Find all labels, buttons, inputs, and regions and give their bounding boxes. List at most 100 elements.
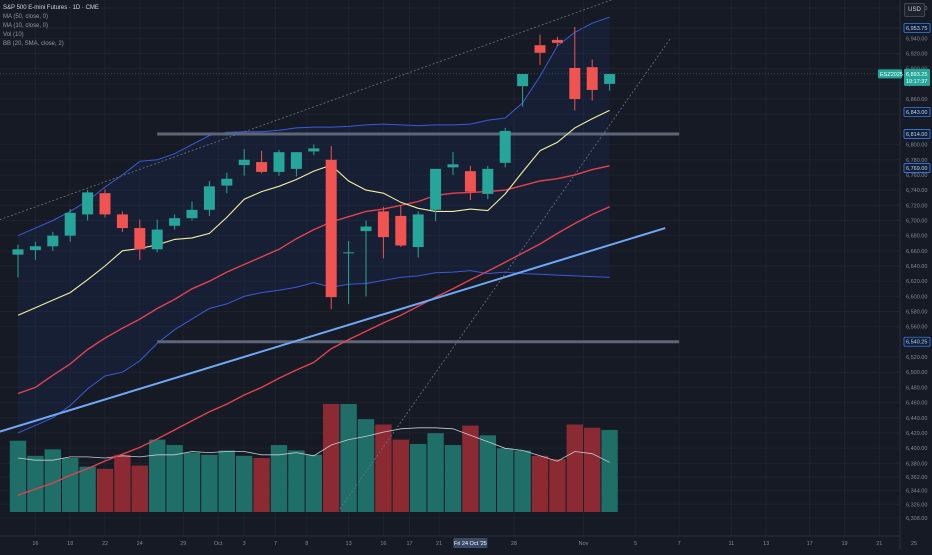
- x-tick-label: 11: [729, 541, 735, 547]
- y-tick-label: 6,680.00: [906, 234, 927, 240]
- price-level-box: [903, 163, 931, 173]
- y-tick-label: 6,940.00: [906, 36, 927, 42]
- candle-body: [186, 209, 198, 219]
- channel-upper-line: [0, 0, 613, 220]
- y-tick-label: 6,344.00: [906, 489, 927, 495]
- candle-body: [569, 67, 581, 100]
- ma10-line: [17, 109, 610, 316]
- ma50-line: [17, 165, 610, 395]
- legend-symbol[interactable]: S&P 500 E-mini Futures · 1D · CME: [3, 5, 99, 11]
- x-tick-label: 25: [911, 541, 917, 547]
- legend-volume[interactable]: Vol (10): [3, 32, 24, 38]
- volume-bar: [584, 427, 601, 512]
- candle-body: [377, 211, 389, 238]
- volume-bar: [183, 452, 201, 512]
- bollinger-upper: [17, 16, 610, 237]
- y-tick-label: 6,380.00: [906, 461, 927, 467]
- candle-body: [604, 74, 616, 84]
- y-tick-label: 6,640.00: [906, 264, 927, 270]
- volume-bar: [270, 445, 288, 512]
- x-tick-label: Nov: [579, 541, 589, 547]
- candle-body: [447, 164, 459, 168]
- volume-bar: [497, 448, 514, 512]
- price-level-label: 6,843.00: [906, 110, 927, 116]
- volume-bar: [427, 433, 444, 512]
- symbol-label: ESZ2025: [880, 72, 903, 78]
- y-tick-label: 6,620.00: [906, 279, 927, 285]
- currency-button[interactable]: USD: [904, 3, 925, 17]
- x-tick-label: 28: [511, 541, 517, 547]
- x-tick-label: 5: [634, 541, 637, 547]
- y-tick-label: 6,420.00: [906, 431, 927, 437]
- volume-bar: [531, 455, 549, 512]
- candle-body: [551, 39, 563, 43]
- x-tick-label: 16: [380, 541, 386, 547]
- x-tick-label: 13: [763, 541, 769, 547]
- volume-bar: [444, 445, 462, 512]
- candle-body: [534, 45, 546, 53]
- x-tick-label: Oct: [214, 541, 223, 547]
- volume-bar: [131, 465, 148, 512]
- y-tick-label: 6,480.00: [906, 385, 927, 391]
- volume-bar: [305, 454, 322, 512]
- legend-ma10[interactable]: MA (10, close, 0): [3, 23, 49, 29]
- y-tick-label: 6,362.00: [906, 475, 927, 481]
- y-tick-label: 6,740.00: [906, 188, 927, 194]
- trend-line: [0, 227, 666, 433]
- y-tick-label: 6,580.00: [906, 310, 927, 316]
- candle-body: [517, 74, 529, 87]
- volume-bar: [479, 435, 496, 512]
- candle-body: [256, 162, 268, 172]
- volume-bar: [44, 449, 61, 512]
- y-tick-label: 6,308.00: [906, 516, 927, 522]
- volume-bar: [549, 459, 566, 512]
- legend-ma50[interactable]: MA (50, close, 0): [3, 14, 49, 20]
- volume-bar: [62, 458, 79, 512]
- x-tick-label: 17: [406, 541, 412, 547]
- y-tick-label: 6,860.00: [906, 97, 927, 103]
- y-tick-label: 6,720.00: [906, 203, 927, 209]
- candle-body: [325, 159, 337, 298]
- volume-bar: [96, 468, 114, 512]
- candle-body: [360, 226, 372, 232]
- y-tick-label: 6,800.00: [906, 143, 927, 149]
- y-tick-label: 6,400.00: [906, 446, 927, 452]
- candle-body: [169, 218, 181, 226]
- candle-body: [203, 186, 215, 210]
- bollinger-fill: [18, 17, 610, 433]
- volume-bar: [27, 455, 44, 512]
- x-tick-label: 13: [346, 541, 352, 547]
- candle-body: [116, 214, 128, 229]
- candle-body: [64, 212, 76, 236]
- candle-body: [151, 229, 163, 250]
- y-tick-label: 6,700.00: [906, 218, 927, 224]
- price-level-box: [903, 107, 931, 117]
- price-level-box: [903, 129, 931, 139]
- y-tick-label: 6,440.00: [906, 416, 927, 422]
- x-tick-label: 7: [274, 541, 277, 547]
- crosshair-date-box: [453, 538, 488, 548]
- volume-bar: [392, 439, 409, 512]
- y-tick-label: 6,500.00: [906, 370, 927, 376]
- countdown-label: 10:17:37: [906, 79, 927, 85]
- candle-body: [47, 235, 59, 247]
- legend-bollinger[interactable]: BB (20, SMA, close, 2): [3, 41, 64, 47]
- volume-bar: [462, 425, 479, 512]
- y-tick-label: 6,326.00: [906, 502, 927, 508]
- price-level-box: [903, 336, 931, 347]
- volume-bar: [323, 404, 340, 512]
- candle-body: [134, 228, 146, 250]
- volume-bar: [218, 450, 235, 512]
- candle-body: [290, 152, 302, 169]
- x-tick-label: 17: [807, 541, 813, 547]
- volume-bar: [253, 458, 270, 512]
- y-tick-label: 6,920.00: [906, 52, 927, 58]
- x-tick-label: 3: [243, 541, 246, 547]
- volume-bar: [79, 466, 96, 512]
- x-tick-label: 29: [180, 541, 186, 547]
- last-price-label: 6,893.25: [906, 72, 927, 78]
- candle-body: [586, 67, 598, 90]
- y-tick-label: 6,780.00: [906, 158, 927, 164]
